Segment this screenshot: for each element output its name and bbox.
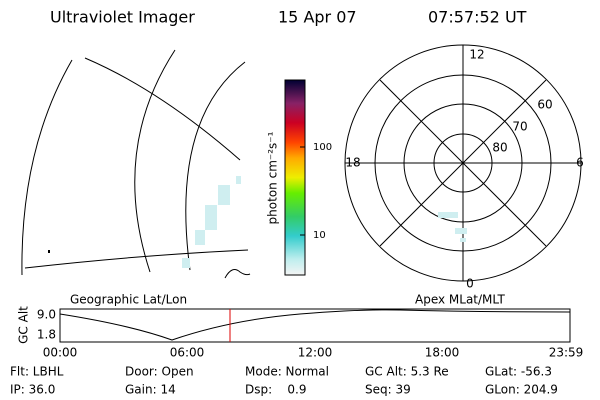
date: 15 Apr 07 [278, 8, 357, 27]
mlt-label: 18 [345, 156, 360, 170]
colorbar-tick-label: 10 [313, 230, 326, 241]
instrument: Ultraviolet Imager [50, 8, 195, 27]
info-field: GC Alt: 5.3 Re [365, 365, 449, 379]
mlt-label: 6 [576, 156, 584, 170]
info-field: Door: Open [125, 365, 194, 379]
mlat-label: 70 [512, 120, 527, 134]
info-field: Mode: Normal [245, 365, 329, 379]
info-field: Flt: LBHL [10, 365, 64, 379]
aurora [182, 176, 241, 268]
colorbar [284, 79, 306, 276]
info-field: Gain: 14 [125, 383, 176, 397]
info-field: Dsp: 0.9 [245, 383, 307, 397]
mlt-label: 12 [469, 48, 484, 62]
info-field: GLon: 204.9 [485, 383, 558, 397]
altitude-xtick: 12:00 [298, 346, 333, 360]
altitude-curve [59, 309, 571, 341]
info-field: Seq: 39 [365, 383, 411, 397]
altitude-xtick: 00:00 [43, 346, 78, 360]
panel-label: Apex MLat/MLT [415, 293, 505, 307]
altitude-xtick: 18:00 [425, 346, 460, 360]
info: Flt: LBHL Door: Open Mode: Normal GC Alt: 5… [10, 365, 558, 397]
geo-grid [21, 49, 251, 279]
colorbar-tick-label: 100 [313, 142, 332, 153]
info-field: GLat: -56.3 [485, 365, 552, 379]
mlt-label: 0 [466, 277, 474, 291]
altitude-frame [59, 308, 571, 343]
mlat-label: 80 [492, 141, 507, 155]
polar-grid [344, 44, 582, 282]
altitude-ytick: 9.0 [37, 308, 56, 322]
panel-label: Geographic Lat/Lon [70, 293, 187, 307]
altitude-ylabel: GC Alt [17, 306, 31, 344]
altitude-xtick: 06:00 [170, 346, 205, 360]
polar-aurora [438, 212, 467, 242]
altitude-ytick: 1.8 [37, 328, 56, 342]
mlat-label: 60 [537, 98, 552, 112]
info-field: IP: 36.0 [10, 383, 55, 397]
colorbar-label: photon cm⁻²s⁻¹ [266, 131, 280, 224]
time: 07:57:52 UT [428, 8, 527, 27]
altitude-xtick: 23:59 [549, 346, 584, 360]
